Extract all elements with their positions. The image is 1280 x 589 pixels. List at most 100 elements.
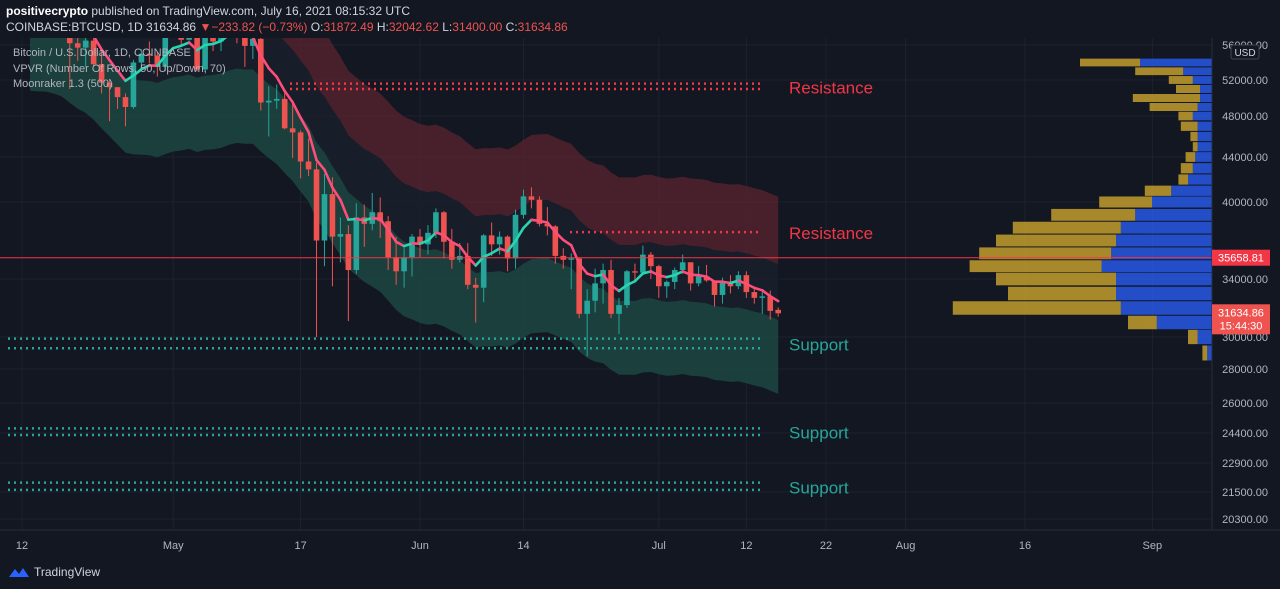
candle-2021-05-09[interactable] [234, 20, 240, 26]
candle-2021-06-02[interactable] [425, 232, 431, 245]
ma-seg-9 [93, 38, 103, 51]
candle-2021-06-10[interactable] [488, 235, 495, 245]
y-tick-10: 22900.00 [1222, 458, 1268, 470]
candle-2021-04-30[interactable] [162, 30, 169, 67]
candle-2021-04-29[interactable] [154, 55, 161, 67]
candle-2021-06-14[interactable] [520, 196, 527, 215]
candle-2021-07-07[interactable] [703, 276, 710, 281]
legend-symbol[interactable]: Bitcoin / U.S. Dollar, 1D, COINBASE [13, 47, 191, 59]
candle-2021-05-02[interactable] [178, 29, 184, 40]
candle-2021-06-05[interactable] [449, 241, 455, 260]
vp-row-up-6 [1192, 111, 1212, 121]
candle-2021-06-25[interactable] [608, 270, 614, 314]
candle-2021-06-08[interactable] [472, 284, 479, 288]
candle-2021-06-09[interactable] [480, 235, 487, 288]
candle-2021-06-23[interactable] [592, 283, 598, 301]
candle-2021-06-30[interactable] [648, 254, 654, 267]
ma-seg-93 [760, 289, 772, 298]
candle-2021-05-05[interactable] [202, 32, 208, 70]
ma-seg-68 [561, 238, 573, 247]
candle-2021-06-21[interactable] [576, 258, 582, 314]
candle-2021-07-06[interactable] [695, 276, 702, 284]
candle-2021-05-15[interactable] [281, 98, 288, 129]
candle-2021-04-23[interactable] [106, 82, 113, 88]
candle-2021-07-08[interactable] [711, 280, 718, 295]
candle-2021-07-14[interactable] [759, 296, 766, 298]
candle-2021-07-09[interactable] [719, 281, 726, 295]
candle-2021-07-13[interactable] [751, 292, 758, 298]
candle-2021-04-27[interactable] [138, 53, 145, 63]
candle-2021-05-06[interactable] [210, 32, 216, 42]
candle-2021-05-27[interactable] [377, 212, 383, 222]
candle-2021-07-02[interactable] [663, 281, 670, 287]
candle-2021-06-22[interactable] [584, 300, 590, 314]
candle-2021-05-19[interactable] [313, 169, 320, 241]
candle-2021-04-19[interactable] [74, 43, 81, 48]
candle-2021-04-21[interactable] [90, 40, 97, 65]
ma-seg-22 [195, 43, 207, 52]
candle-2021-06-11[interactable] [496, 236, 503, 245]
candle-2021-05-21[interactable] [329, 194, 336, 237]
candle-2021-04-18[interactable] [66, 10, 73, 44]
candle-2021-07-05[interactable] [687, 262, 694, 284]
candle-2021-06-04[interactable] [441, 212, 447, 242]
ma-seg-61 [506, 239, 517, 253]
candle-2021-06-28[interactable] [632, 271, 638, 273]
upper-band [281, 38, 779, 265]
candle-2021-06-24[interactable] [600, 270, 606, 284]
candle-2021-05-10[interactable] [242, 26, 248, 46]
candle-2021-05-22[interactable] [337, 234, 344, 237]
candle-2021-05-30[interactable] [401, 257, 407, 272]
candle-2021-06-03[interactable] [433, 212, 439, 233]
candle-2021-05-01[interactable] [170, 29, 176, 30]
candle-2021-06-17[interactable] [544, 223, 551, 227]
candle-2021-06-16[interactable] [536, 199, 543, 224]
candle-2021-07-16[interactable] [775, 309, 781, 314]
candle-2021-06-07[interactable] [464, 255, 471, 285]
candle-2021-04-20[interactable] [82, 40, 89, 48]
candle-2021-04-17[interactable] [59, 0, 65, 10]
x-axis[interactable]: 12 May 17 Jun 14 Jul 12 22 Aug 16 Sep [0, 529, 1280, 552]
candle-2021-04-13[interactable] [27, 0, 33, 12]
candle-2021-06-12[interactable] [504, 236, 511, 259]
vp-row-down-2 [1168, 76, 1193, 84]
candle-2021-05-11[interactable] [250, 38, 256, 46]
candle-2021-05-12[interactable] [258, 38, 264, 103]
candle-2021-05-13[interactable] [265, 100, 272, 103]
candle-2021-05-28[interactable] [385, 221, 391, 258]
candle-2021-05-14[interactable] [273, 98, 280, 101]
candle-2021-06-26[interactable] [616, 305, 622, 314]
candle-2021-04-24[interactable] [114, 87, 121, 98]
candle-2021-05-20[interactable] [321, 194, 328, 241]
candle-2021-06-27[interactable] [624, 271, 630, 306]
legend-vpvr[interactable]: VPVR (Number Of Rows, 50, Up/Down, 70) [13, 62, 226, 75]
candle-2021-06-20[interactable] [568, 258, 575, 260]
candle-2021-05-17[interactable] [297, 132, 304, 162]
candle-2021-05-03[interactable] [186, 35, 192, 40]
candle-2021-04-25[interactable] [122, 97, 129, 107]
legend-moonraker[interactable]: Moonraker 1.3 (500) [13, 78, 113, 90]
candle-2021-06-15[interactable] [528, 196, 535, 200]
candle-2021-06-18[interactable] [552, 226, 559, 256]
candle-2021-05-29[interactable] [393, 257, 399, 272]
candle-2021-06-29[interactable] [640, 254, 646, 273]
candle-2021-04-26[interactable] [130, 62, 137, 108]
author-name[interactable]: positivecrypto [6, 4, 89, 18]
candle-2021-07-15[interactable] [767, 296, 774, 311]
candle-2021-05-24[interactable] [353, 217, 360, 271]
candle-2021-05-18[interactable] [305, 161, 312, 170]
tradingview-logo[interactable]: TradingView [8, 565, 100, 579]
candle-2021-07-04[interactable] [679, 262, 686, 271]
candle-2021-05-08[interactable] [226, 20, 232, 34]
candle-2021-05-31[interactable] [409, 236, 415, 258]
candle-2021-05-16[interactable] [289, 128, 296, 133]
candle-2021-05-23[interactable] [345, 234, 352, 271]
candle-2021-04-28[interactable] [146, 53, 153, 56]
candle-2021-06-01[interactable] [417, 236, 423, 245]
candle-2021-06-13[interactable] [512, 214, 519, 259]
candle-2021-05-04[interactable] [194, 35, 200, 70]
candle-2021-04-22[interactable] [98, 64, 105, 83]
y-axis[interactable]: 56000.0052000.0048000.0044000.0040000.00… [1211, 38, 1280, 530]
currency-box[interactable] [1230, 44, 1260, 60]
